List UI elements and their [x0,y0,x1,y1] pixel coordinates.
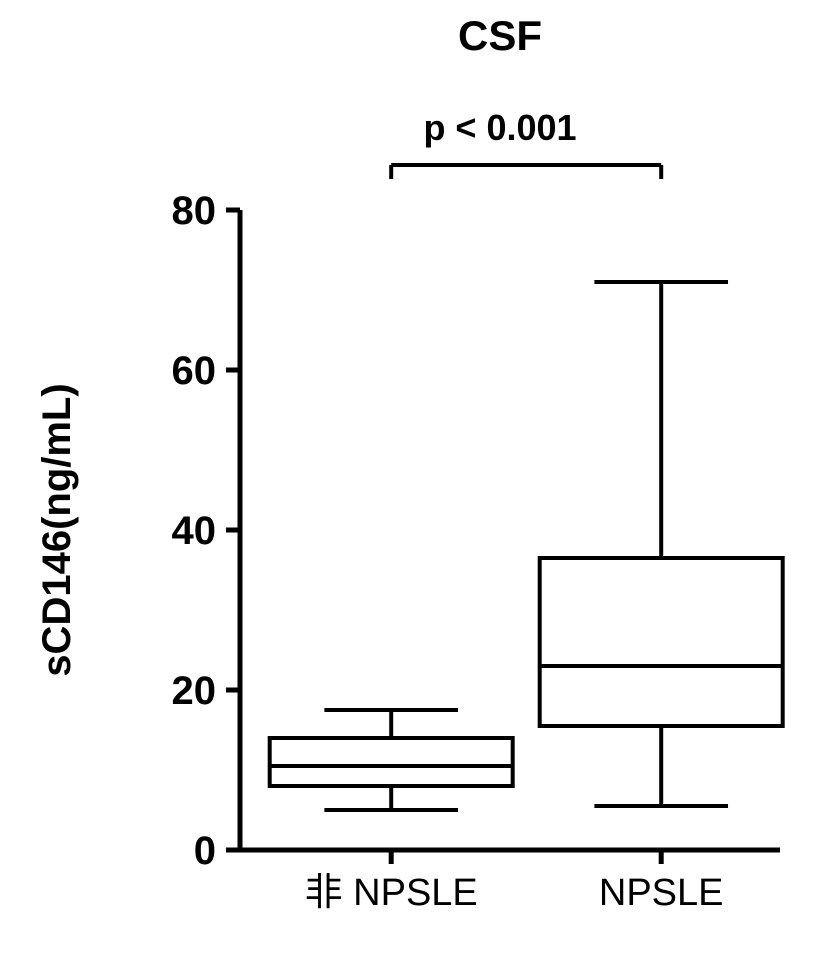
box [270,738,513,786]
y-tick-label: 80 [172,189,217,233]
y-tick-label: 40 [172,509,217,553]
x-tick-labels: 非 NPSLE NPSLE [305,872,724,914]
y-tick-label: 60 [172,349,217,393]
y-axis-label: sCD146(ng/mL) [35,383,79,676]
boxplot [540,282,783,806]
boxplot [270,710,513,810]
chart-title: CSF [458,12,542,59]
x-tick-label: 非 NPSLE [305,872,478,914]
chart-container: CSF p < 0.001 sCD146(ng/mL) 0 20 40 60 80 非 … [0,0,832,968]
boxplot-svg: CSF p < 0.001 sCD146(ng/mL) 0 20 40 60 80 非 … [0,0,832,968]
x-tick-label: NPSLE [599,872,724,914]
box [540,558,783,726]
y-tick-label: 20 [172,669,217,713]
significance-bar [391,165,661,179]
boxplots-group [270,282,783,810]
p-value-label: p < 0.001 [423,107,576,148]
y-tick-label: 0 [194,829,216,873]
